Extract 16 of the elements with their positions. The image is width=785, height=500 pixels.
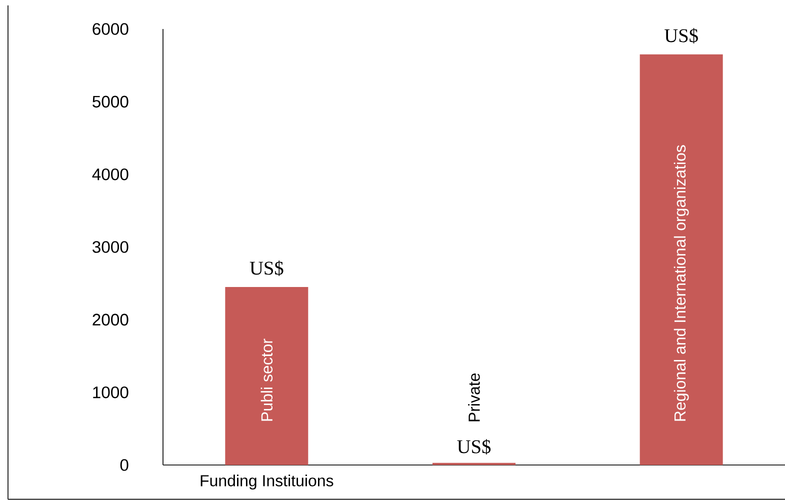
x-axis-title: Funding Instituions (200, 474, 334, 490)
data-label: US$ (457, 439, 491, 455)
y-tick-label: 1000 (93, 386, 128, 398)
y-tick-label: 0 (120, 459, 128, 471)
x-tick-label: Regional and International organizatios (674, 145, 689, 421)
y-tick-label: 6000 (92, 23, 128, 35)
y-tick-label: 5000 (92, 96, 128, 108)
x-tick-label: Private (468, 373, 480, 422)
data-label: US$ (664, 28, 698, 44)
x-tick-label: Publi sector (260, 338, 273, 421)
y-tick-label: 2000 (92, 314, 128, 326)
data-label: US$ (250, 260, 284, 276)
bar (225, 286, 308, 465)
bar (640, 54, 723, 465)
y-tick-label: 3000 (92, 241, 128, 253)
y-tick-label: 4000 (92, 168, 128, 180)
